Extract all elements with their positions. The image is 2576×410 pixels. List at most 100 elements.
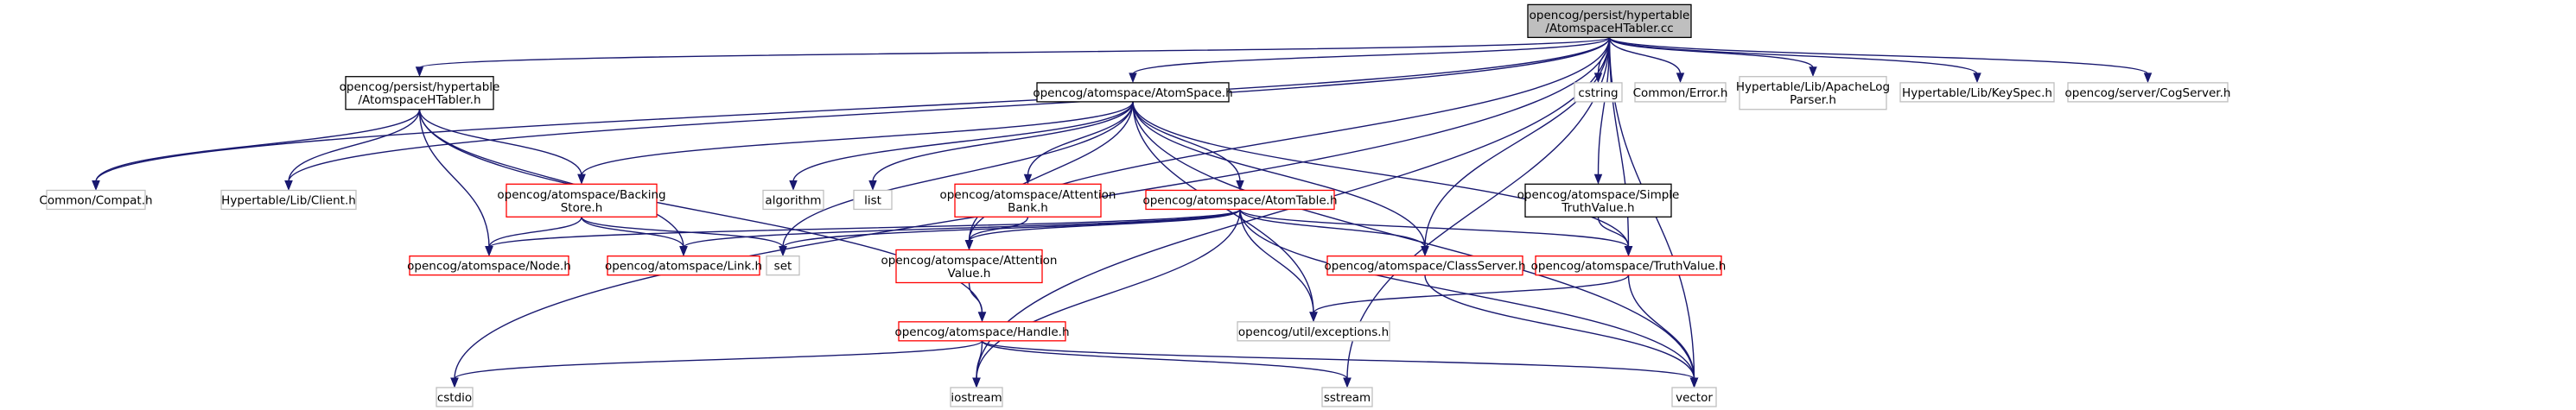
node-common-error: Common/Error.h xyxy=(1633,82,1728,103)
edge-handle-to-vector xyxy=(981,340,1699,388)
edge-line xyxy=(288,109,421,182)
node-label-line: Parser.h xyxy=(1790,93,1836,107)
edge-arrowhead xyxy=(284,180,293,191)
node-box xyxy=(1671,387,1717,407)
edge-line xyxy=(1608,36,1978,75)
edge-line xyxy=(418,109,582,176)
edge-line xyxy=(1608,37,1682,75)
edge-atomtable-to-classserver xyxy=(1239,209,1429,256)
edge-line xyxy=(1608,36,2149,75)
edge-arrowhead xyxy=(1236,180,1244,191)
edge-arrowhead xyxy=(1421,246,1429,256)
node-label-line: opencog/atomspace/Backing xyxy=(497,188,665,202)
edge-line xyxy=(1424,274,1695,380)
node-label-line: Hypertable/Lib/ApacheLog xyxy=(1736,80,1890,94)
edge-ahtabler_h-to-handle xyxy=(418,109,987,323)
node-handle[interactable]: opencog/atomspace/Handle.h xyxy=(894,321,1070,342)
node-label-line: TruthValue.h xyxy=(1561,201,1634,215)
edge-handle-to-sstream xyxy=(981,340,1352,388)
edge-layer xyxy=(92,36,2153,388)
edge-line xyxy=(454,340,983,380)
edge-atomtable-to-node_h xyxy=(485,208,1241,256)
node-box xyxy=(607,255,760,276)
node-label-line: Bank.h xyxy=(1008,201,1048,215)
node-label-line: vector xyxy=(1676,391,1713,405)
node-label-line: opencog/atomspace/Simple xyxy=(1517,188,1680,202)
edge-simple_tv-to-truthvalue xyxy=(1597,217,1633,256)
node-atomspace-h[interactable]: opencog/atomspace/AtomSpace.h xyxy=(1033,82,1233,103)
node-label-line: set xyxy=(774,260,792,274)
node-label-line: cstring xyxy=(1578,86,1618,100)
node-classserver[interactable]: opencog/atomspace/ClassServer.h xyxy=(1324,255,1526,276)
node-box xyxy=(1036,82,1230,103)
edge-truthvalue-to-exceptions xyxy=(1309,274,1630,323)
node-ht-keyspec: Hypertable/Lib/KeySpec.h xyxy=(1899,82,2055,103)
edge-arrowhead xyxy=(485,246,493,256)
edge-line xyxy=(1597,217,1630,248)
edge-line xyxy=(976,209,1241,380)
node-node-h[interactable]: opencog/atomspace/Node.h xyxy=(407,255,571,276)
node-label-line: opencog/atomspace/Node.h xyxy=(407,260,571,274)
edge-line xyxy=(581,217,684,248)
node-root[interactable]: opencog/persist/hypertable/AtomspaceHTab… xyxy=(1527,3,1692,39)
node-link-h[interactable]: opencog/atomspace/Link.h xyxy=(605,255,762,276)
edge-atomtable-to-set xyxy=(779,208,1241,256)
edge-arrowhead xyxy=(1309,312,1318,323)
node-label-line: opencog/atomspace/Link.h xyxy=(605,260,762,274)
node-vector: vector xyxy=(1671,387,1717,407)
node-box xyxy=(1739,76,1887,110)
node-label-line: /AtomspaceHTabler.h xyxy=(358,93,480,107)
edge-line xyxy=(1132,101,1630,248)
node-label-line: iostream xyxy=(951,391,1002,405)
edge-root-to-ht_apachelog xyxy=(1608,37,1817,78)
edge-root-to-common_error xyxy=(1608,37,1685,84)
node-atomtable[interactable]: opencog/atomspace/AtomTable.h xyxy=(1142,189,1338,211)
edge-classserver-to-vector xyxy=(1424,274,1699,388)
node-box xyxy=(506,183,658,218)
edge-line xyxy=(1313,274,1630,314)
node-box xyxy=(1899,82,2055,103)
edge-ahtabler_h-to-common_compat xyxy=(92,109,421,191)
edge-arrowhead xyxy=(415,66,424,78)
edge-line xyxy=(418,36,1611,69)
node-label-line: opencog/atomspace/Handle.h xyxy=(894,325,1069,339)
node-box xyxy=(436,387,474,407)
node-label-line: Common/Error.h xyxy=(1633,86,1728,100)
node-label-line: Hypertable/Lib/KeySpec.h xyxy=(1902,86,2052,100)
edge-arrowhead xyxy=(789,180,798,191)
node-truthvalue[interactable]: opencog/atomspace/TruthValue.h xyxy=(1531,255,1727,276)
node-label-line: Value.h xyxy=(948,267,991,281)
edge-line xyxy=(1027,101,1134,176)
edge-arrowhead xyxy=(92,180,100,191)
node-label-line: algorithm xyxy=(765,193,821,207)
edge-arrowhead xyxy=(779,246,787,256)
edge-atomspace_h-to-list xyxy=(868,101,1134,191)
node-box xyxy=(1524,183,1672,218)
node-label-line: opencog/atomspace/AtomSpace.h xyxy=(1033,86,1232,100)
node-label-line: opencog/atomspace/AtomTable.h xyxy=(1142,193,1337,207)
node-common-compat: Common/Compat.h xyxy=(39,189,153,211)
edge-ahtabler_h-to-backingstore xyxy=(418,109,586,185)
node-label-line: opencog/atomspace/Attention xyxy=(940,188,1116,202)
edge-atomtable-to-link_h xyxy=(679,208,1241,256)
node-box xyxy=(1321,387,1373,407)
edge-arrowhead xyxy=(1023,173,1033,185)
node-box xyxy=(409,255,569,276)
node-cstdio: cstdio xyxy=(436,387,474,407)
node-box xyxy=(762,189,824,211)
edge-line xyxy=(683,208,1241,249)
edge-line xyxy=(488,217,582,248)
edge-atomtable-to-attentionvalue xyxy=(964,208,1241,250)
edge-arrowhead xyxy=(964,239,974,250)
node-cstring: cstring xyxy=(1574,82,1623,103)
edge-line xyxy=(968,101,1134,242)
node-label-line: opencog/atomspace/Attention xyxy=(881,254,1058,268)
edge-root-to-ahtabler_h xyxy=(415,36,1611,78)
node-ahtabler-h[interactable]: opencog/persist/hypertable/AtomspaceHTab… xyxy=(340,76,500,110)
edge-line xyxy=(968,208,1241,243)
